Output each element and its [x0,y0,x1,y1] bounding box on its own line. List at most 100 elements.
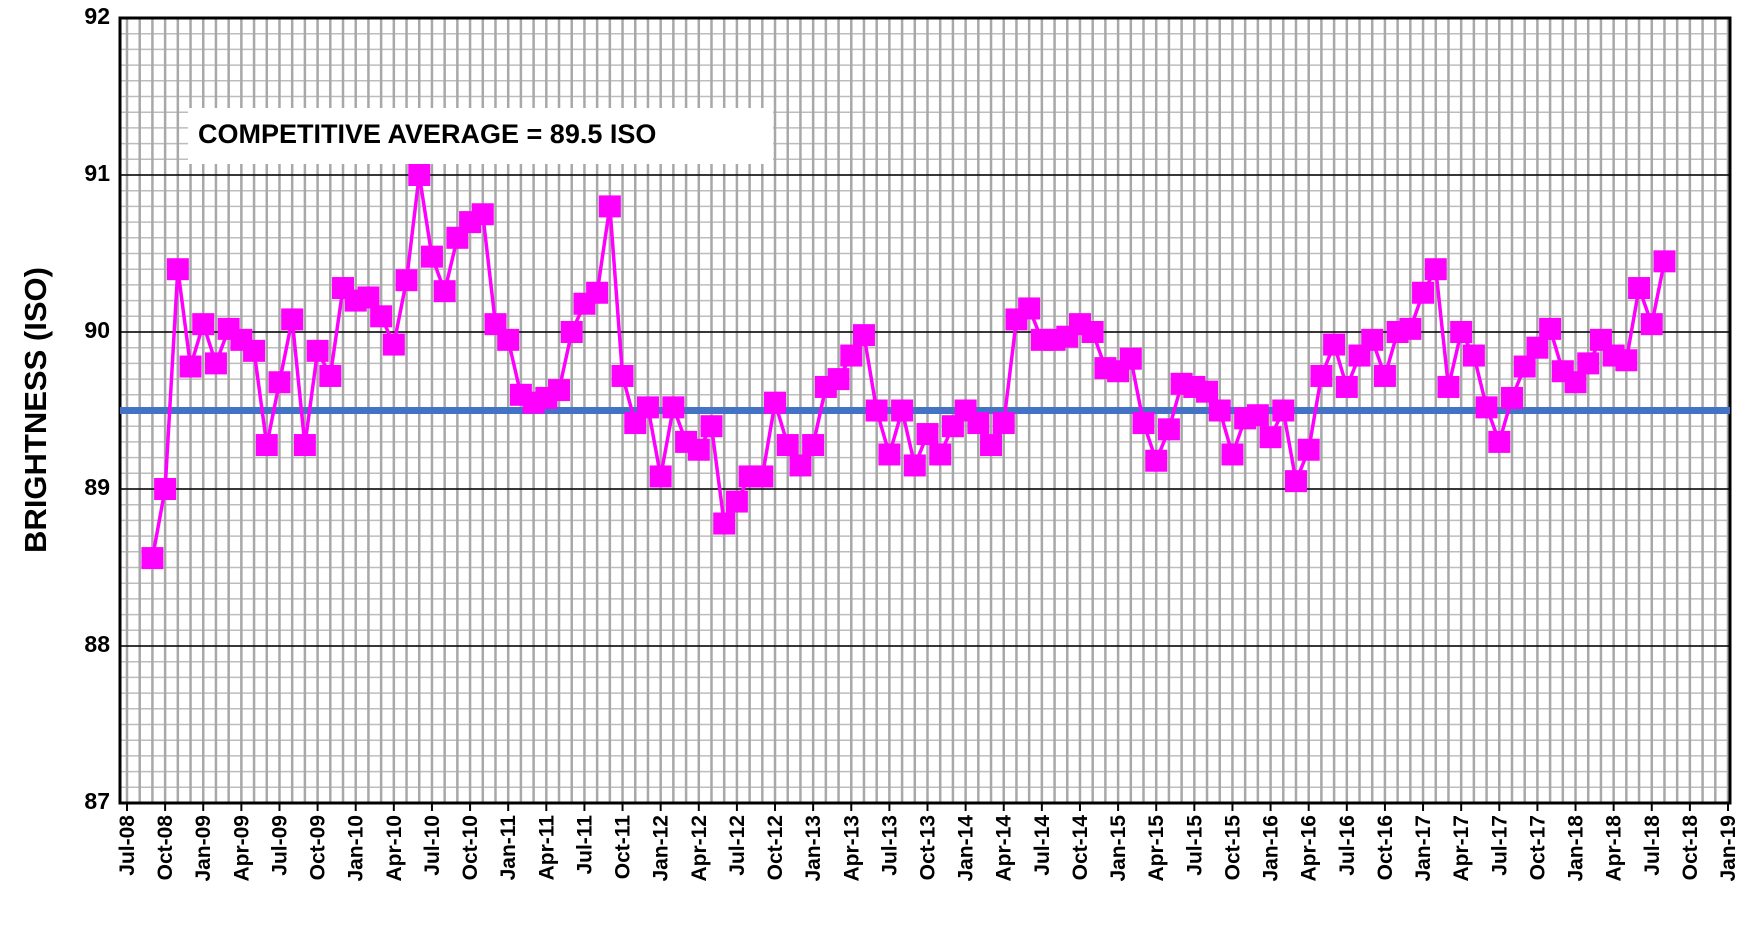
marker [1513,355,1536,378]
x-tick-label: Apr-09 [230,815,253,882]
marker [1450,321,1473,343]
marker [560,321,583,343]
marker [166,258,189,281]
x-tick-label: Oct-08 [154,815,177,881]
x-tick-label: Jan-17 [1412,815,1435,882]
marker [1119,347,1142,370]
marker [878,443,901,466]
marker [929,443,952,466]
marker [1500,386,1523,409]
marker [370,305,393,328]
x-tick-label: Apr-11 [535,815,558,881]
x-tick-label: Jul-11 [573,815,596,875]
x-tick-label: Jan-12 [650,815,673,882]
marker [1628,277,1651,300]
x-tick-label: Jul-18 [1641,815,1664,876]
x-tick-label: Jan-18 [1565,815,1588,882]
x-tick-label: Oct-17 [1526,815,1549,880]
marker [840,344,863,367]
marker [967,412,990,435]
marker [1475,396,1498,419]
marker [471,203,494,226]
marker [1564,371,1587,394]
x-tick-label: Jan-14 [955,815,978,882]
x-tick-label: Jul-16 [1336,815,1359,876]
marker [293,434,316,457]
marker [700,415,723,438]
marker [1399,317,1422,340]
y-tick-label: 90 [84,317,110,343]
marker [1412,281,1435,304]
marker [1208,399,1231,422]
marker [1145,449,1168,472]
marker [1323,333,1346,356]
x-tick-label: Apr-12 [688,815,711,882]
marker [306,339,329,362]
x-tick-label: Jul-14 [1031,815,1054,876]
marker [891,399,914,422]
x-tick-label: Apr-16 [1298,815,1321,882]
x-tick-label: Jul-08 [116,815,139,876]
marker [1653,250,1676,273]
marker [1081,321,1104,343]
marker [268,371,291,394]
marker [420,245,443,268]
x-tick-label: Apr-17 [1450,815,1473,882]
marker [852,324,875,347]
marker [255,434,278,457]
x-tick-label: Jul-17 [1488,815,1511,876]
marker [802,434,825,457]
marker [598,195,621,218]
marker [751,465,774,488]
x-tick-label: Apr-15 [1145,815,1168,882]
x-tick-label: Apr-14 [993,815,1016,882]
marker [1310,364,1333,387]
y-tick-label: 88 [84,631,110,657]
marker [395,269,418,292]
marker [980,434,1003,457]
x-tick-label: Oct-09 [307,815,330,880]
y-axis-label: BRIGHTNESS (ISO) [18,267,53,553]
x-tick-label: Apr-18 [1603,815,1626,882]
x-tick-label: Jan-10 [345,815,368,882]
y-tick-label: 89 [84,474,110,500]
marker [357,286,380,309]
marker [662,396,685,419]
x-tick-label: Oct-10 [459,815,482,880]
marker [1196,380,1219,403]
marker [319,364,342,387]
marker [179,355,202,378]
x-tick-label: Apr-13 [840,815,863,882]
marker [611,364,634,387]
x-tick-label: Oct-14 [1069,815,1092,881]
x-tick-label: Oct-15 [1221,815,1244,881]
marker [1018,297,1041,320]
marker [1488,430,1511,453]
marker [1640,313,1663,336]
marker [1132,412,1155,435]
x-tick-label: Oct-12 [764,815,787,880]
annotation: COMPETITIVE AVERAGE = 89.5 ISO [198,119,656,149]
marker [548,379,571,402]
marker [1437,375,1460,398]
x-tick-label: Apr-10 [383,815,406,882]
marker [141,547,164,570]
marker [713,512,736,535]
y-tick-label: 91 [84,160,110,186]
x-tick-label: Jul-15 [1183,815,1206,876]
marker [586,281,609,304]
marker [192,313,215,336]
marker [204,352,227,375]
marker [636,396,659,419]
marker [408,164,431,186]
x-tick-label: Jan-15 [1107,815,1130,882]
x-tick-label: Jan-13 [802,815,825,882]
marker [903,454,926,477]
marker [1272,399,1295,422]
x-tick-label: Oct-16 [1374,815,1397,880]
marker [1615,349,1638,372]
marker [649,465,672,488]
marker [776,434,799,457]
y-tick-label: 87 [84,788,110,814]
